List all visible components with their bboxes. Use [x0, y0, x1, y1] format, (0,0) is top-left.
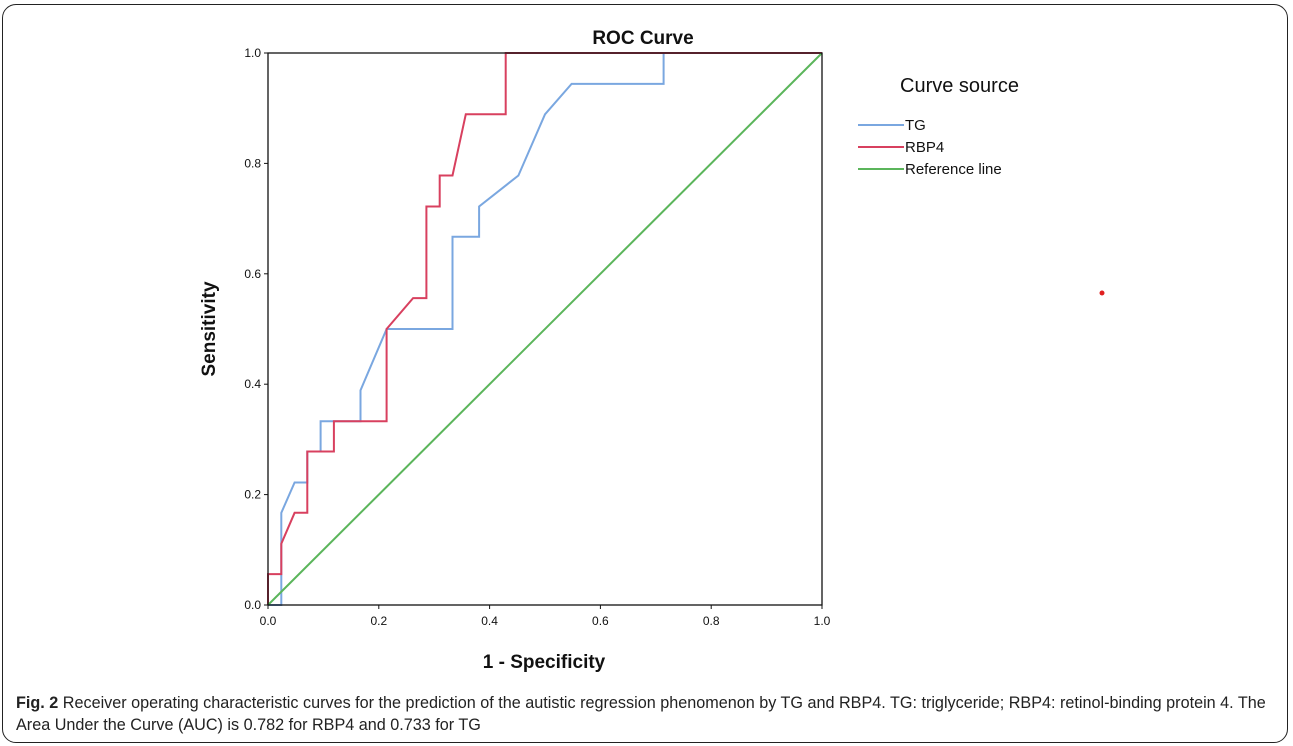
x-tick-label: 1.0: [814, 614, 831, 628]
x-tick-label: 0.4: [481, 614, 498, 628]
y-tick-label: 0.4: [244, 377, 261, 391]
x-tick-label: 0.0: [260, 614, 277, 628]
x-tick-label: 0.8: [703, 614, 720, 628]
chart-title: ROC Curve: [592, 28, 693, 49]
stray-red-dot: [1099, 290, 1105, 296]
series-line-reference-line: [267, 52, 823, 606]
y-tick-label: 0.0: [244, 598, 261, 612]
plot-frame: [267, 52, 823, 606]
figure-frame: [2, 4, 1288, 743]
x-axis-title: 1 - Specificity: [483, 652, 606, 673]
series-line-rbp4: [267, 52, 822, 605]
legend-title: Curve source: [900, 75, 1019, 97]
roc-chart: ROC Curve Sensitivity 1 - Specificity 0.…: [199, 28, 1105, 673]
x-tick-label: 0.2: [370, 614, 387, 628]
y-tick-label: 0.6: [244, 267, 261, 281]
y-tick-label: 0.8: [244, 156, 261, 170]
y-tick-label: 0.2: [244, 488, 261, 502]
legend-label: TG: [905, 117, 926, 134]
legend-label: RBP4: [905, 139, 944, 156]
caption-text: Receiver operating characteristic curves…: [16, 694, 1266, 734]
y-tick-label: 1.0: [244, 46, 261, 60]
legend-label: Reference line: [905, 161, 1002, 178]
caption-label: Fig. 2: [16, 694, 59, 712]
series-line-tg: [268, 52, 822, 606]
figure-caption: Fig. 2 Receiver operating characteristic…: [16, 692, 1271, 736]
x-tick-label: 0.6: [592, 614, 609, 628]
y-axis-title: Sensitivity: [199, 281, 220, 376]
